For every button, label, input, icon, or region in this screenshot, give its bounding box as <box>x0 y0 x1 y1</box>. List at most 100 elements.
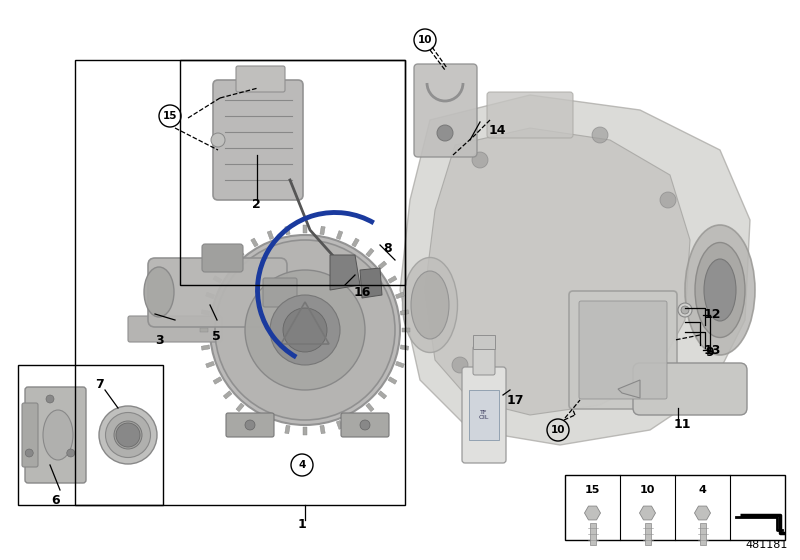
Polygon shape <box>250 238 258 247</box>
Polygon shape <box>200 328 208 332</box>
Ellipse shape <box>43 410 73 460</box>
Polygon shape <box>639 506 655 520</box>
Bar <box>473 335 495 349</box>
FancyBboxPatch shape <box>414 64 477 157</box>
Polygon shape <box>303 427 307 435</box>
Ellipse shape <box>211 133 225 147</box>
Text: 10: 10 <box>640 485 655 495</box>
Text: 13: 13 <box>703 343 721 357</box>
Polygon shape <box>267 421 274 430</box>
Text: 1: 1 <box>298 519 306 531</box>
Circle shape <box>632 382 648 398</box>
Ellipse shape <box>411 271 449 339</box>
Text: 10: 10 <box>550 425 566 435</box>
Circle shape <box>592 127 608 143</box>
Circle shape <box>245 420 255 430</box>
Polygon shape <box>320 226 326 235</box>
Circle shape <box>270 295 340 365</box>
FancyBboxPatch shape <box>236 66 285 92</box>
Circle shape <box>283 308 327 352</box>
Polygon shape <box>250 413 258 422</box>
Circle shape <box>681 306 689 314</box>
Circle shape <box>360 420 370 430</box>
Text: 11: 11 <box>674 418 690 432</box>
Bar <box>699 523 706 545</box>
Polygon shape <box>320 425 326 434</box>
Circle shape <box>116 423 140 447</box>
Polygon shape <box>223 261 232 269</box>
Bar <box>565 475 785 540</box>
FancyBboxPatch shape <box>633 363 747 415</box>
FancyBboxPatch shape <box>202 244 243 272</box>
Bar <box>469 390 499 440</box>
Polygon shape <box>206 292 214 298</box>
Polygon shape <box>395 361 404 368</box>
Circle shape <box>245 270 365 390</box>
Text: 16: 16 <box>354 287 370 300</box>
Text: 6: 6 <box>52 493 60 506</box>
Polygon shape <box>303 225 307 233</box>
Polygon shape <box>206 361 214 368</box>
Polygon shape <box>330 255 360 290</box>
Text: 7: 7 <box>96 379 104 391</box>
Ellipse shape <box>144 267 174 317</box>
FancyBboxPatch shape <box>148 258 287 327</box>
Polygon shape <box>285 425 290 434</box>
FancyBboxPatch shape <box>226 413 274 437</box>
Polygon shape <box>366 248 374 257</box>
Polygon shape <box>425 128 690 415</box>
FancyBboxPatch shape <box>462 367 506 463</box>
Text: 4: 4 <box>698 485 706 495</box>
Polygon shape <box>388 377 397 384</box>
Polygon shape <box>202 345 210 350</box>
Polygon shape <box>388 276 397 283</box>
Ellipse shape <box>99 406 157 464</box>
Polygon shape <box>402 328 410 332</box>
Text: 10: 10 <box>418 35 432 45</box>
Text: 14: 14 <box>488 124 506 137</box>
Ellipse shape <box>695 242 745 338</box>
Polygon shape <box>400 310 409 315</box>
Circle shape <box>26 449 34 457</box>
Bar <box>75 60 405 505</box>
Text: 15: 15 <box>162 111 178 121</box>
Polygon shape <box>366 403 374 412</box>
Text: 15: 15 <box>585 485 600 495</box>
FancyBboxPatch shape <box>22 403 38 467</box>
Polygon shape <box>285 226 290 235</box>
Polygon shape <box>618 380 640 398</box>
Polygon shape <box>378 261 386 269</box>
Polygon shape <box>585 506 601 520</box>
Polygon shape <box>213 276 222 283</box>
Polygon shape <box>202 310 210 315</box>
FancyBboxPatch shape <box>263 278 297 307</box>
Circle shape <box>46 395 54 403</box>
Circle shape <box>660 192 676 208</box>
Ellipse shape <box>704 259 736 321</box>
Polygon shape <box>378 391 386 399</box>
Polygon shape <box>400 345 409 350</box>
Text: 12: 12 <box>703 309 721 321</box>
Text: 4: 4 <box>298 460 306 470</box>
Polygon shape <box>352 413 359 422</box>
Polygon shape <box>223 391 232 399</box>
Text: 481181: 481181 <box>746 540 788 550</box>
Ellipse shape <box>685 225 755 355</box>
Polygon shape <box>400 95 750 445</box>
Polygon shape <box>336 421 342 430</box>
Bar <box>590 523 595 545</box>
Circle shape <box>452 357 468 373</box>
FancyBboxPatch shape <box>25 387 86 483</box>
Polygon shape <box>213 377 222 384</box>
Bar <box>18 365 163 505</box>
Ellipse shape <box>106 413 150 458</box>
Text: 2: 2 <box>252 198 260 212</box>
Polygon shape <box>267 231 274 240</box>
FancyBboxPatch shape <box>487 92 573 138</box>
Text: 3: 3 <box>156 334 164 347</box>
Ellipse shape <box>114 421 142 449</box>
Text: 9: 9 <box>706 346 714 358</box>
FancyBboxPatch shape <box>341 413 389 437</box>
FancyBboxPatch shape <box>569 291 677 409</box>
Ellipse shape <box>402 258 458 352</box>
